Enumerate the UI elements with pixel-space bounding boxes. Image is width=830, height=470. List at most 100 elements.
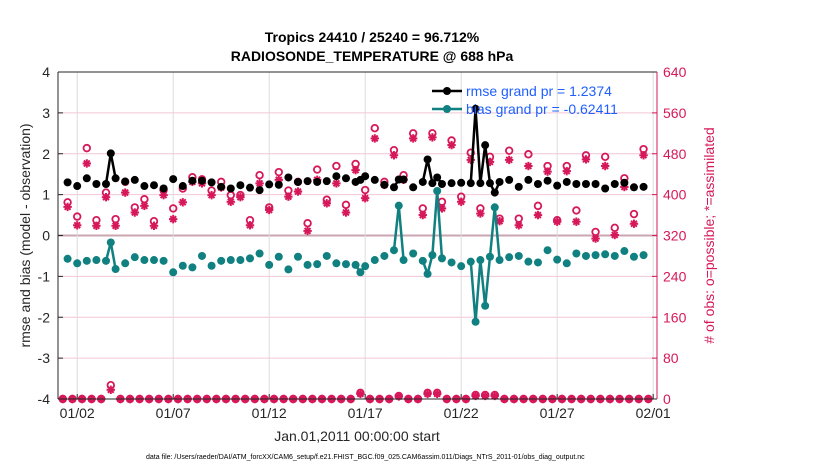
bias-point — [217, 256, 226, 265]
possible-count-marker — [341, 200, 351, 210]
asterisk-stroke — [534, 211, 542, 219]
assimilated-count-marker — [572, 217, 581, 226]
asterisk-stroke — [639, 151, 648, 159]
bias-point — [92, 256, 101, 265]
y-tick-label: -1 — [38, 268, 51, 284]
assimilated-count-marker — [610, 230, 619, 240]
assimilated-count-marker — [236, 192, 245, 202]
asterisk-stroke — [438, 204, 446, 213]
bias-line-segment — [493, 207, 501, 261]
rmse-point — [303, 177, 312, 186]
asterisk-stroke — [390, 151, 398, 159]
rmse-line-segment — [479, 145, 487, 184]
assimilated-count-marker — [389, 151, 399, 160]
rmse-point — [169, 175, 178, 184]
bias-point — [447, 258, 456, 267]
rmse-line-segment — [104, 153, 113, 185]
asterisk-stroke — [236, 193, 245, 201]
bias-point — [601, 250, 610, 259]
asterisk-stroke — [471, 392, 480, 400]
rmse-point — [409, 183, 418, 192]
possible-count-marker — [629, 209, 639, 219]
asterisk-stroke — [361, 194, 369, 202]
x-tick-label: 02/01 — [636, 405, 671, 421]
assimilated-count-marker — [504, 155, 514, 165]
rmse-point — [389, 183, 398, 192]
rmse-point — [543, 176, 552, 185]
asterisk-stroke — [255, 179, 264, 188]
possible-count-marker — [514, 214, 523, 223]
rmse-point — [73, 182, 82, 191]
rmse-point — [293, 177, 302, 186]
asterisk-stroke — [572, 218, 581, 226]
bias-point — [437, 254, 446, 263]
rmse-point — [313, 177, 322, 186]
asterisk-stroke — [515, 221, 523, 229]
assimilated-count-marker — [629, 219, 639, 228]
data-file-footer: data file: /Users/raeder/DAI/ATM_forcXX/… — [146, 454, 585, 461]
bias-point — [121, 259, 130, 268]
assimilated-count-marker — [106, 385, 115, 395]
asterisk-stroke — [63, 203, 72, 211]
asterisk-stroke — [73, 221, 81, 229]
y-tick-label: 2 — [42, 146, 50, 162]
bias-point — [169, 268, 178, 277]
possible-count-marker — [533, 201, 543, 211]
legend: rmse grand pr = 1.2374 bias grand pr = -… — [432, 83, 618, 117]
rmse-point — [601, 184, 610, 193]
asterisk-stroke — [395, 392, 403, 401]
bias-point — [524, 257, 533, 266]
asterisk-stroke — [207, 191, 216, 199]
y-tick-label: -2 — [38, 309, 51, 325]
bias-point — [313, 260, 322, 269]
rmse-point — [92, 179, 101, 188]
bias-point — [149, 256, 158, 265]
asterisk-stroke — [601, 162, 609, 170]
grid — [58, 71, 657, 400]
assimilated-count-marker — [63, 202, 72, 212]
asterisk-stroke — [419, 211, 427, 219]
y-right-tick-label: 320 — [663, 228, 687, 244]
possible-count-marker — [610, 223, 619, 233]
possible-count-marker — [82, 143, 91, 153]
y-tick-label: 4 — [42, 64, 50, 80]
bias-point — [481, 301, 490, 310]
assimilated-count-marker — [591, 234, 600, 243]
bias-point — [591, 251, 600, 260]
rmse-point — [457, 178, 466, 187]
bias-point — [303, 260, 312, 269]
assimilated-count-marker — [82, 159, 91, 168]
assimilated-count-marker — [332, 179, 341, 188]
asterisk-stroke — [543, 167, 552, 176]
asterisk-stroke — [246, 221, 254, 229]
assimilated-count-marker — [552, 217, 562, 226]
asterisk-stroke — [457, 198, 465, 206]
assimilated-count-marker — [423, 389, 432, 399]
rmse-point — [245, 183, 254, 192]
possible-count-marker — [572, 206, 581, 215]
bias-point — [485, 252, 494, 261]
bias-point — [159, 256, 168, 265]
bias-line-segment — [431, 190, 439, 256]
asterisk-stroke — [159, 191, 168, 199]
bias-point — [111, 265, 120, 274]
assimilated-count-marker — [245, 221, 255, 230]
assimilated-count-marker — [341, 208, 351, 217]
bias-point — [495, 256, 504, 265]
assimilated-count-marker — [207, 190, 216, 200]
asterisk-stroke — [303, 227, 312, 235]
bias-point — [356, 268, 365, 277]
asterisk-stroke — [476, 209, 485, 218]
bias-point — [351, 260, 360, 269]
bias-point — [245, 254, 254, 263]
assimilated-count-marker — [111, 221, 120, 230]
possible-count-marker — [140, 195, 149, 204]
asterisk-stroke — [92, 222, 101, 230]
y-right-tick-label: 160 — [663, 309, 687, 325]
bias-point — [284, 265, 293, 274]
bias-point — [293, 252, 302, 261]
rmse-point — [217, 182, 226, 191]
bias-point — [322, 251, 331, 260]
bias-point — [620, 247, 629, 256]
possible-count-marker — [418, 204, 427, 213]
